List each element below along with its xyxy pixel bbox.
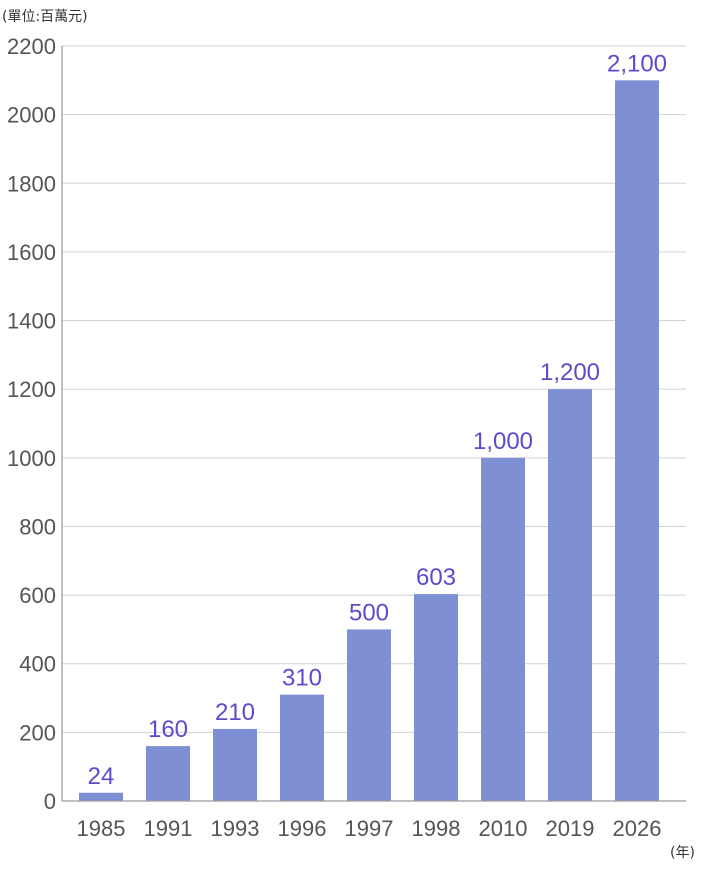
data-labels: 24 160 210 310 500 603 1,000 1,200 2,100	[88, 50, 667, 789]
data-label-1991: 160	[148, 716, 188, 743]
x-tick-label: 1991	[144, 816, 193, 841]
x-unit-label: (年)	[670, 845, 695, 861]
y-tick-label: 2200	[7, 34, 56, 59]
data-label-2010: 1,000	[473, 428, 533, 455]
y-tick-label: 1600	[7, 240, 56, 265]
y-tick-label: 2000	[7, 103, 56, 128]
bar-2010	[481, 457, 525, 801]
x-tick-label: 1993	[211, 816, 260, 841]
y-tick-label: 200	[19, 720, 56, 745]
x-tick-label: 2010	[479, 816, 528, 841]
data-label-1996: 310	[282, 665, 322, 692]
y-tick-label: 400	[19, 652, 56, 677]
bar-1998	[414, 594, 458, 801]
data-label-1997: 500	[349, 599, 389, 626]
bar-1996	[280, 694, 324, 801]
bar-2019	[548, 389, 592, 801]
x-tick-label: 1998	[412, 816, 461, 841]
y-tick-label: 800	[19, 514, 56, 539]
y-tick-label: 600	[19, 583, 56, 608]
bar-1991	[146, 746, 190, 801]
y-tick-label: 0	[44, 789, 56, 814]
bar-1997	[347, 629, 391, 801]
data-label-2019: 1,200	[540, 359, 600, 386]
x-tick-label: 1996	[278, 816, 327, 841]
y-tick-label: 1000	[7, 446, 56, 471]
y-tick-label: 1400	[7, 309, 56, 334]
y-tick-label: 1800	[7, 171, 56, 196]
data-label-1998: 603	[416, 564, 456, 591]
bar-2026	[615, 80, 659, 802]
x-tick-label: 1985	[77, 816, 126, 841]
x-tick-label: 1997	[345, 816, 394, 841]
y-axis-ticks: 0 200 400 600 800 1000 1200 1400 1600 1800 2000 220…	[7, 34, 56, 814]
x-tick-label: 2026	[613, 816, 662, 841]
y-tick-label: 1200	[7, 377, 56, 402]
x-axis-ticks: 1985 1991 1993 1996 1997 1998 2010 2019 2026	[77, 816, 662, 841]
bars	[79, 80, 659, 802]
bar-1985	[79, 792, 123, 801]
x-tick-label: 2019	[546, 816, 595, 841]
bar-1993	[213, 728, 257, 801]
data-label-1985: 24	[88, 763, 115, 790]
y-unit-label: (單位:百萬元)	[2, 9, 88, 25]
data-label-1993: 210	[215, 699, 255, 726]
data-label-2026: 2,100	[607, 50, 667, 77]
